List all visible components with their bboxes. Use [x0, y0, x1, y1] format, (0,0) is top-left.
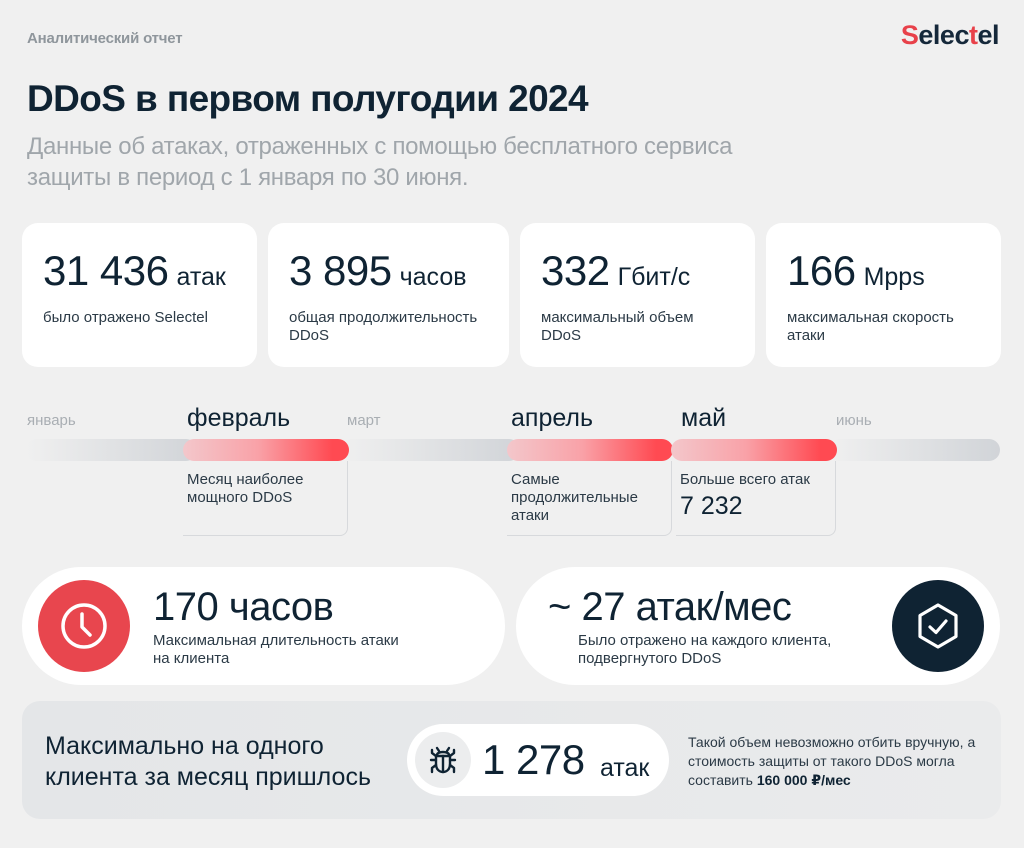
shield-check-icon: [892, 580, 984, 672]
note-february: Месяц наиболее мощного DDoS: [183, 461, 348, 536]
note-value: 7 232: [680, 492, 743, 520]
note-text: Такой объем невозможно отбить вручную, а…: [688, 734, 976, 788]
stats-row: 31 436 атак было отражено Selectel 3 895 ч…: [22, 223, 1001, 367]
stat-unit: Гбит/с: [617, 263, 691, 291]
note-may: Больше всего атак 7 232: [676, 461, 836, 536]
highlight-max-duration: 170 часов Максимальная длительность атак…: [22, 567, 505, 685]
page-title: DDoS в первом полугодии 2024: [27, 78, 589, 119]
note-text: Самые продолжительные атаки: [511, 471, 638, 524]
desc-line: Было отражено на каждого клиента,: [578, 632, 832, 649]
note-text: Месяц наиболее мощного DDoS: [187, 471, 304, 506]
month-label-january: январь: [27, 412, 76, 429]
bar-march: [340, 439, 520, 461]
highlight-desc: Было отражено на каждого клиента, подверг…: [578, 632, 831, 668]
highlight-per-client: ~ 27 атак/мес Было отражено на каждого к…: [516, 567, 1000, 685]
bug-icon: [415, 732, 471, 788]
highlight-value: ~ 27 атак/мес: [548, 585, 792, 629]
stat-card-duration: 3 895 часов общая продолжительность DDoS: [268, 223, 509, 367]
month-label-march: март: [347, 412, 381, 429]
month-label-february: февраль: [187, 404, 291, 432]
bar-may: [671, 439, 837, 461]
stat-desc: максимальная скорость атаки: [787, 309, 954, 344]
desc-line: Максимальная длительность атаки: [153, 632, 399, 649]
bar-june: [828, 439, 1000, 461]
stat-unit: атак: [176, 263, 226, 291]
month-label-april: апрель: [511, 404, 594, 432]
highlight-desc: Максимальная длительность атаки на клиент…: [153, 632, 399, 668]
month-timeline: январь февраль март апрель май июнь Меся…: [0, 400, 1024, 540]
stat-card-volume: 332 Гбит/с максимальный объем DDoS: [520, 223, 755, 367]
stat-desc: максимальный объем DDoS: [541, 309, 694, 344]
cost-value: 160 000 ₽/мес: [756, 772, 851, 788]
clock-icon: [38, 580, 130, 672]
stat-value: 31 436: [43, 247, 169, 294]
stat-card-speed: 166 Mpps максимальная скорость атаки: [766, 223, 1001, 367]
stat-card-attacks: 31 436 атак было отражено Selectel: [22, 223, 257, 367]
stat-value: 166: [787, 247, 856, 294]
bar-february: [183, 439, 349, 461]
logo-accent-letter: S: [900, 20, 919, 50]
bar-january: [25, 439, 197, 461]
desc-line: подвергнутого DDoS: [578, 650, 722, 667]
attack-count-unit: атак: [600, 754, 650, 782]
attack-count-value: 1 278: [482, 736, 585, 783]
stat-desc: было отражено Selectel: [43, 309, 208, 326]
label-line: Максимально на одного: [45, 732, 324, 760]
report-eyebrow: Аналитический отчет: [27, 30, 183, 47]
cost-note: Такой объем невозможно отбить вручную, а…: [688, 733, 988, 790]
logo-accent-t: t: [968, 20, 978, 50]
note-text: Больше всего атак: [680, 471, 810, 488]
highlight-value: 170 часов: [153, 585, 334, 629]
stat-unit: часов: [399, 263, 467, 291]
month-label-june: июнь: [836, 412, 872, 429]
stat-value: 3 895: [289, 247, 392, 294]
desc-line: на клиента: [153, 650, 230, 667]
selectel-logo: Selectel: [900, 20, 1000, 51]
attack-count-pill: 1 278 атак: [407, 724, 669, 796]
bar-april: [507, 439, 673, 461]
label-line: клиента за месяц пришлось: [45, 763, 371, 791]
panel-label: Максимально на одного клиента за месяц пр…: [45, 731, 371, 793]
logo-text-end: el: [977, 20, 999, 50]
stat-unit: Mpps: [863, 263, 925, 291]
page-subtitle: Данные об атаках, отраженных с помощью б…: [27, 133, 733, 191]
note-april: Самые продолжительные атаки: [507, 461, 672, 536]
stat-value: 332: [541, 247, 610, 294]
stat-desc: общая продолжительность DDoS: [289, 309, 478, 344]
month-label-may: май: [681, 404, 727, 432]
logo-text: elec: [918, 20, 969, 50]
max-per-client-panel: Максимально на одного клиента за месяц пр…: [22, 701, 1001, 819]
